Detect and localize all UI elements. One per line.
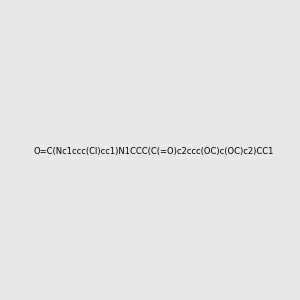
Text: O=C(Nc1ccc(Cl)cc1)N1CCC(C(=O)c2ccc(OC)c(OC)c2)CC1: O=C(Nc1ccc(Cl)cc1)N1CCC(C(=O)c2ccc(OC)c(… bbox=[34, 147, 274, 156]
